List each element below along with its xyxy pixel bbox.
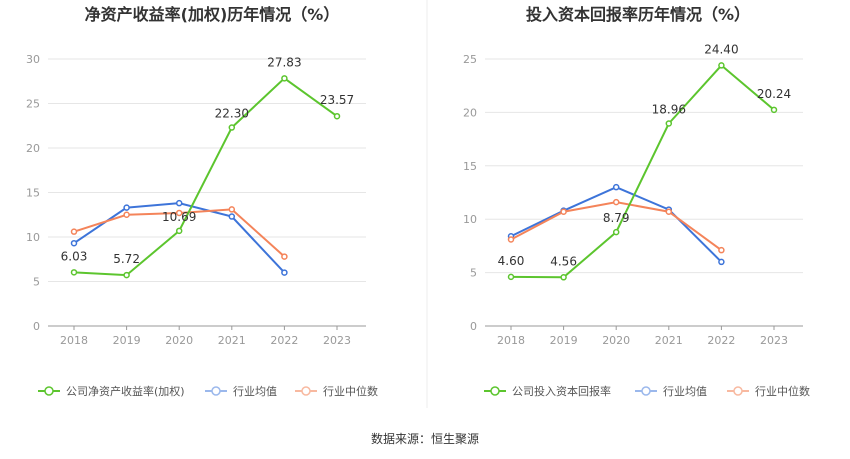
y-tick-label: 15 (26, 187, 40, 200)
x-tick-label: 2022 (707, 334, 735, 347)
y-tick-label: 10 (463, 213, 477, 226)
legend-marker (301, 386, 311, 396)
data-point (123, 204, 130, 211)
legend-label: 行业中位数 (323, 384, 378, 398)
data-point (70, 239, 78, 247)
data-point (281, 269, 288, 276)
data-point (70, 269, 78, 276)
data-point (560, 208, 567, 215)
data-point (665, 208, 673, 215)
data-point (718, 246, 725, 254)
data-label: 6.03 (61, 249, 88, 263)
x-tick-label: 2019 (113, 334, 141, 347)
legend-label: 行业均值 (233, 385, 277, 398)
data-point (228, 206, 236, 213)
x-tick-label: 2023 (323, 334, 351, 347)
chart-title: 净资产收益率(加权)历年情况（%） (85, 5, 340, 24)
data-point (175, 227, 183, 235)
chart-title: 投入资本回报率历年情况（%） (526, 5, 750, 24)
y-tick-label: 15 (463, 160, 477, 173)
data-point (612, 183, 620, 191)
data-point (228, 213, 236, 220)
data-point (175, 209, 183, 217)
x-tick-label: 2022 (270, 334, 298, 347)
y-tick-label: 20 (26, 142, 40, 155)
legend-marker (641, 386, 651, 396)
data-point (228, 124, 236, 131)
y-tick-label: 5 (33, 276, 40, 289)
data-label: 27.83 (267, 55, 301, 69)
data-point (770, 106, 778, 114)
data-point (612, 198, 620, 206)
data-label: 8.79 (603, 211, 630, 225)
legend-marker (733, 386, 743, 396)
data-point (560, 274, 567, 281)
data-label: 22.30 (215, 107, 249, 121)
y-tick-label: 5 (470, 267, 477, 280)
data-label: 4.56 (550, 254, 577, 268)
legend-label: 公司投入资本回报率 (512, 384, 611, 398)
y-tick-label: 25 (463, 53, 477, 66)
data-label: 5.72 (113, 252, 140, 266)
data-point (718, 258, 725, 266)
y-tick-label: 0 (470, 320, 477, 333)
data-label: 20.24 (757, 87, 791, 101)
y-tick-label: 10 (26, 231, 40, 244)
data-point (612, 228, 620, 236)
x-tick-label: 2020 (602, 334, 630, 347)
x-tick-label: 2021 (655, 334, 683, 347)
data-label: 10.69 (162, 210, 196, 224)
data-point (718, 62, 725, 69)
data-label: 23.57 (320, 93, 354, 107)
legend-label: 行业均值 (663, 385, 707, 398)
x-tick-label: 2018 (60, 334, 88, 347)
x-tick-label: 2019 (550, 334, 578, 347)
data-point (281, 253, 288, 260)
data-point (333, 112, 341, 120)
y-tick-label: 0 (33, 320, 40, 333)
data-label: 24.40 (704, 42, 738, 56)
data-point (123, 271, 130, 279)
series-line (510, 64, 775, 279)
x-tick-label: 2023 (760, 334, 788, 347)
legend-label: 行业中位数 (755, 384, 810, 398)
data-label: 18.96 (652, 103, 686, 117)
data-point (175, 199, 183, 207)
y-tick-label: 30 (26, 53, 40, 66)
data-source-note: 数据来源：恒生聚源 (370, 432, 479, 446)
data-label: 4.60 (498, 254, 525, 268)
y-tick-label: 20 (463, 106, 477, 119)
y-tick-label: 25 (26, 98, 40, 111)
data-point (70, 228, 78, 235)
data-point (123, 211, 130, 218)
x-tick-label: 2018 (497, 334, 525, 347)
data-point (507, 273, 515, 281)
series-line (73, 77, 338, 277)
legend-marker (490, 386, 500, 396)
x-tick-label: 2020 (165, 334, 193, 347)
legend-marker (211, 386, 221, 396)
legend-label: 公司净资产收益率(加权) (66, 384, 185, 398)
legend-marker (44, 386, 54, 396)
data-point (665, 120, 673, 127)
x-tick-label: 2021 (218, 334, 246, 347)
data-point (507, 236, 515, 243)
data-point (281, 75, 288, 82)
series-line (510, 201, 722, 251)
